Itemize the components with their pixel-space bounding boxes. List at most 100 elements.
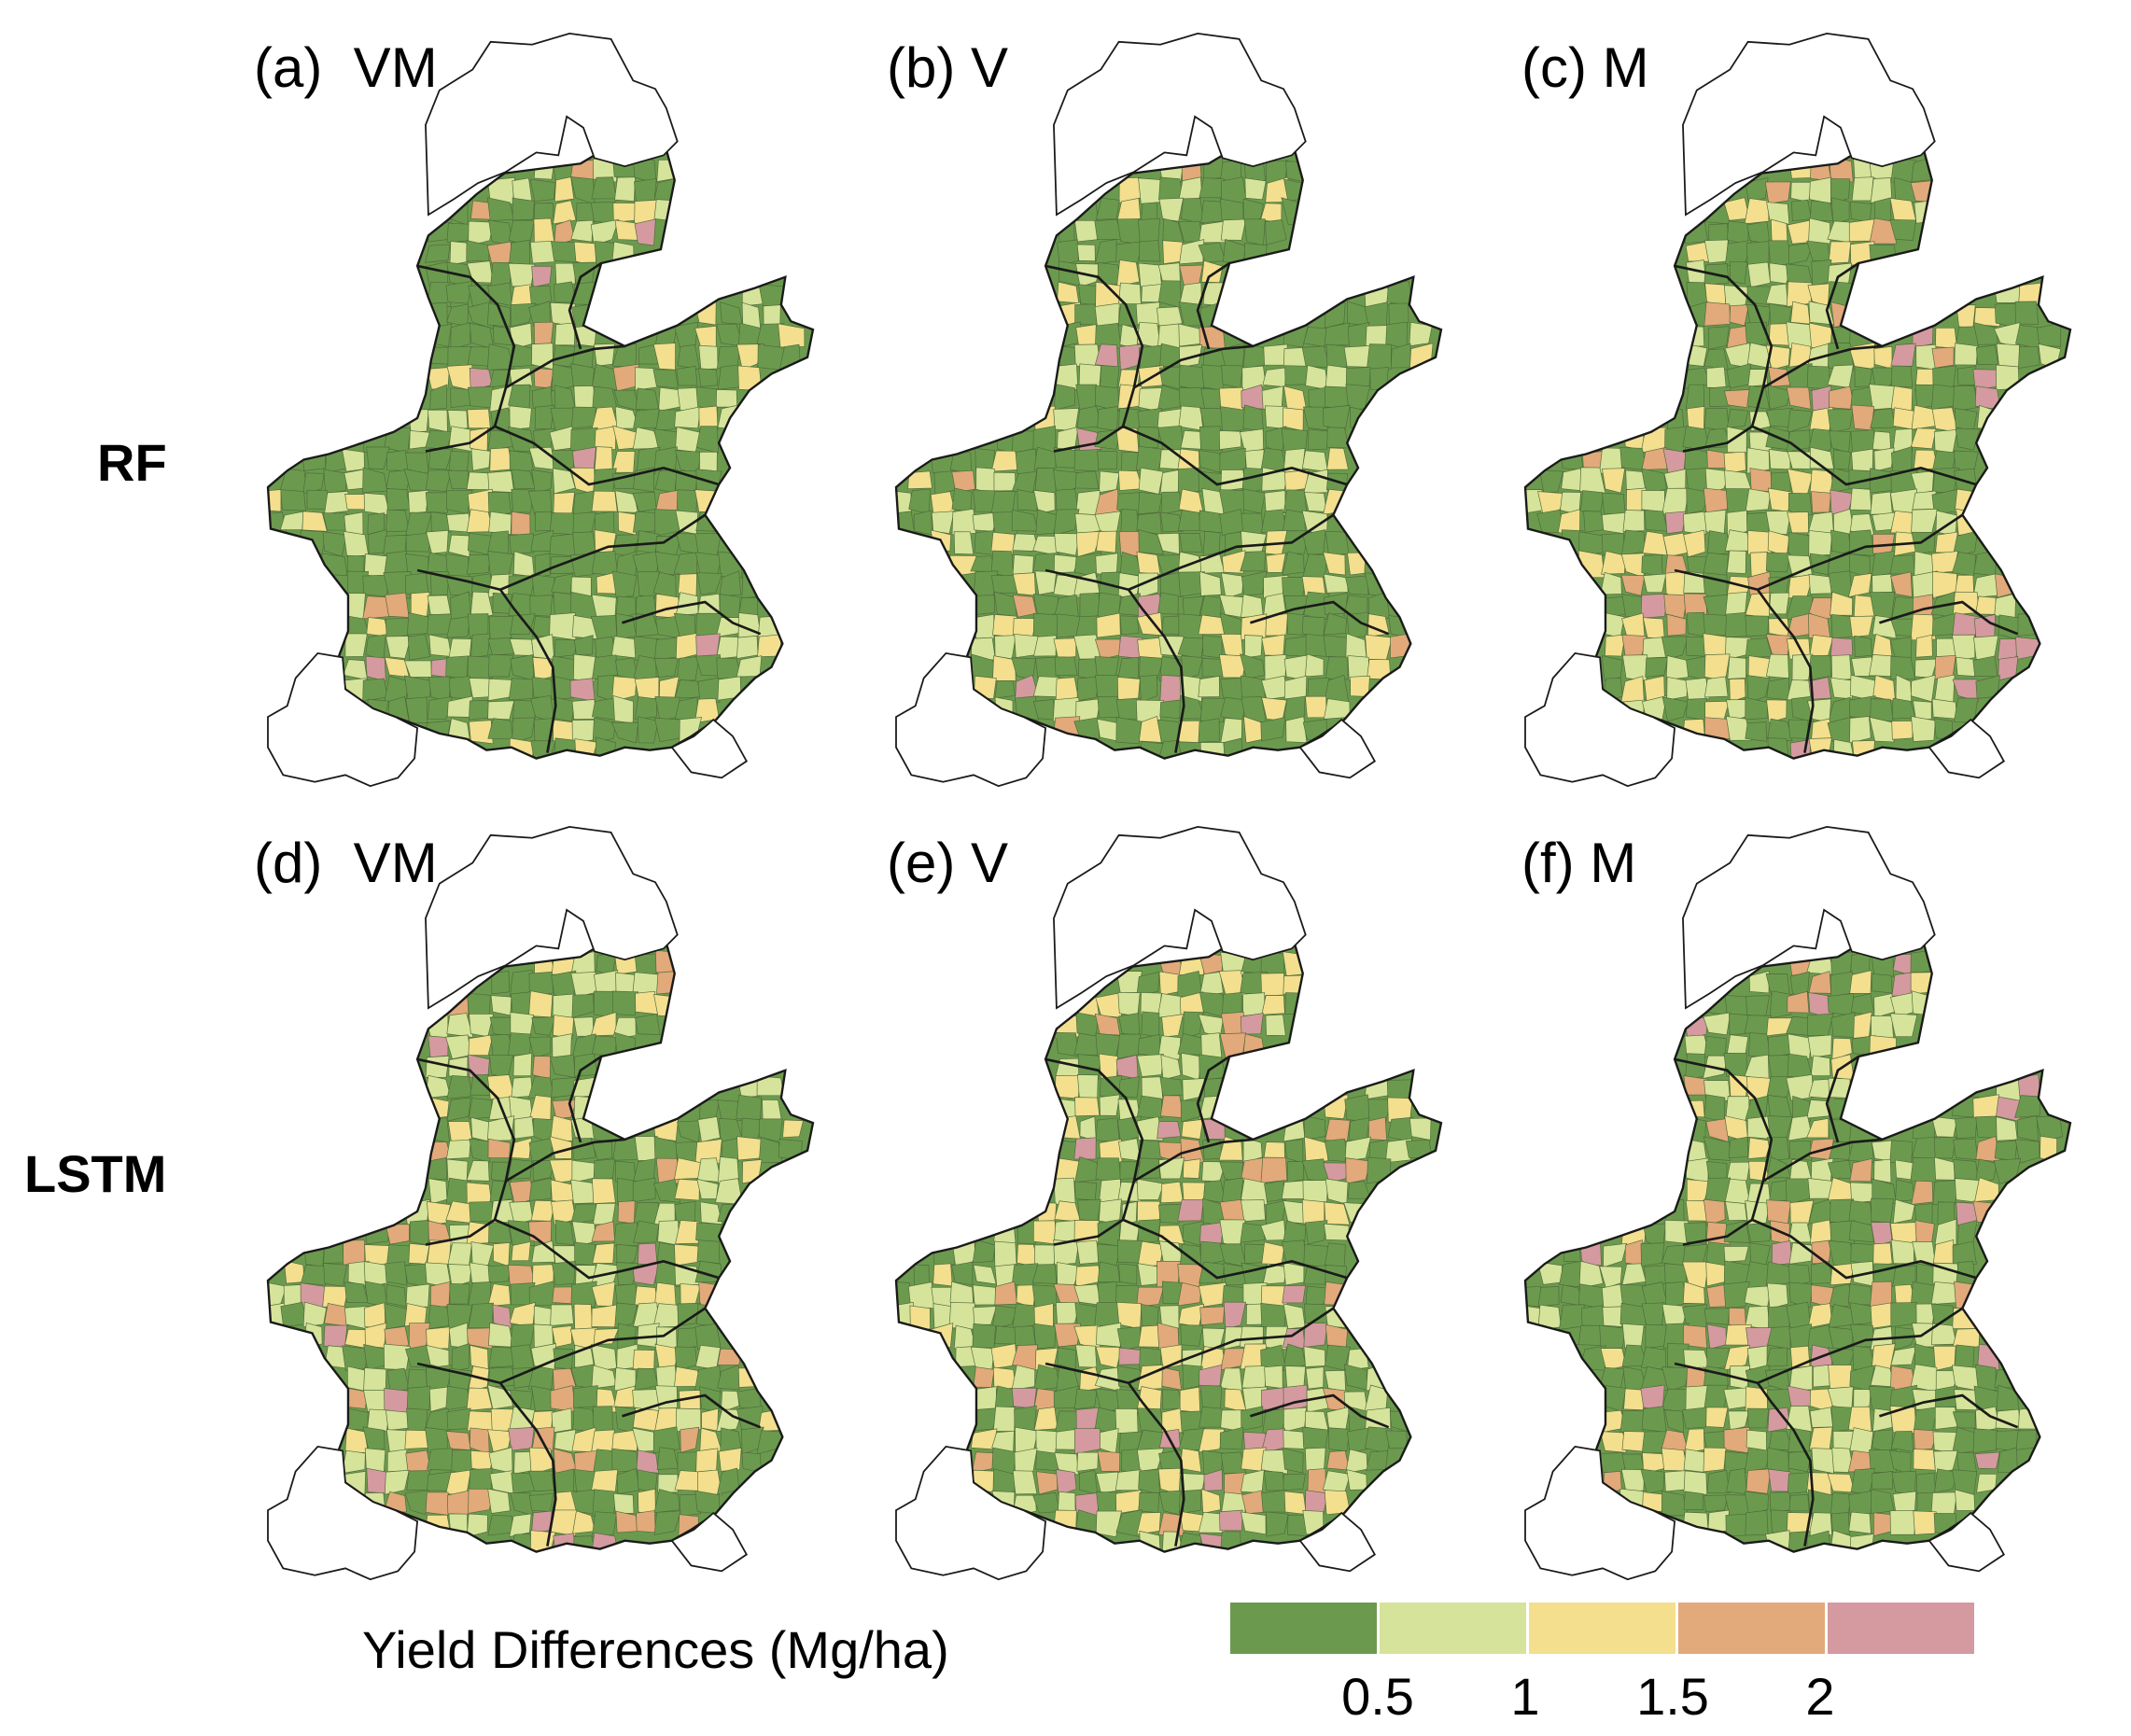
county-cell: [268, 489, 282, 512]
province-border: [499, 513, 707, 591]
county-cell: [1910, 1157, 1939, 1183]
county-cell: [1915, 1472, 1936, 1495]
county-cell: [1664, 511, 1687, 535]
county-cell: [1034, 656, 1060, 679]
county-cell: [446, 1304, 473, 1330]
county-cell: [1747, 530, 1772, 555]
county-cell: [1704, 468, 1731, 496]
county-cell: [1074, 1181, 1098, 1201]
county-cell: [1604, 612, 1625, 639]
county-cell: [1910, 949, 1938, 973]
county-cell: [1830, 197, 1850, 224]
county-cell: [614, 176, 636, 202]
county-cell: [656, 970, 680, 995]
county-cell: [1601, 511, 1627, 535]
county-cell: [1870, 177, 1892, 204]
county-cell: [553, 491, 575, 516]
county-cell: [531, 1510, 553, 1533]
county-cell: [489, 1180, 513, 1205]
province-border: [1044, 1362, 1185, 1547]
county-cell: [1033, 1323, 1057, 1350]
county-cell: [1160, 1054, 1182, 1081]
county-cell: [717, 1365, 740, 1391]
county-cell: [1786, 1405, 1813, 1433]
province-border: [1133, 1138, 1254, 1183]
county-cell: [1033, 489, 1056, 514]
county-cell: [425, 492, 449, 513]
county-cell: [470, 448, 491, 471]
map-panel-c: [1477, 28, 2116, 803]
county-cell: [1806, 1117, 1830, 1139]
county-cell: [550, 1304, 574, 1326]
county-cell: [1261, 1490, 1289, 1513]
province-border: [1122, 425, 1348, 486]
county-cell: [366, 446, 390, 469]
county-cell: [1242, 488, 1266, 514]
province-border: [1825, 261, 1859, 350]
north-outline-area: [1682, 826, 1936, 1010]
county-cell: [1664, 1470, 1688, 1492]
county-cell: [1643, 573, 1667, 594]
county-cell: [1889, 1510, 1917, 1535]
county-cell: [1345, 575, 1369, 595]
county-cell: [533, 368, 554, 389]
county-cell: [1014, 1448, 1038, 1474]
county-cell: [1284, 365, 1310, 386]
county-cell: [324, 1303, 349, 1327]
county-cell: [1015, 695, 1040, 721]
county-cell: [1159, 674, 1184, 703]
county-cell: [1367, 1156, 1392, 1184]
county-cell: [994, 1325, 1016, 1345]
panel-label-e: (e) V: [887, 832, 1009, 894]
county-cell: [1930, 1281, 1957, 1305]
county-cell: [1602, 468, 1626, 494]
county-cell: [531, 1016, 556, 1036]
county-cell: [1303, 1346, 1326, 1367]
county-cell: [1180, 1410, 1206, 1435]
county-cell: [511, 1076, 533, 1099]
county-cell: [1115, 1490, 1143, 1515]
county-cell: [591, 1304, 619, 1328]
county-cell: [404, 1490, 429, 1515]
county-cell: [1934, 1468, 1958, 1493]
county-cell: [323, 469, 348, 495]
province-border: [416, 1362, 557, 1547]
county-cell: [698, 344, 719, 371]
county-cell: [932, 1263, 953, 1287]
county-cell: [1703, 1447, 1727, 1473]
county-cell: [1244, 177, 1267, 201]
county-cell: [1641, 468, 1667, 494]
county-cell: [741, 1159, 763, 1184]
county-cell: [1852, 740, 1875, 759]
county-cell: [737, 365, 763, 391]
county-cell: [1074, 1302, 1099, 1327]
county-cell: [1241, 1199, 1266, 1222]
county-cell: [1952, 634, 1976, 662]
county-cell: [404, 675, 432, 700]
county-cell: [1975, 344, 1998, 365]
county-cell: [386, 488, 411, 511]
county-cell: [1328, 1427, 1351, 1452]
county-cell: [554, 1219, 575, 1246]
legend-tick: 1: [1510, 1667, 1540, 1726]
county-cell: [1563, 1243, 1581, 1263]
province-border: [494, 425, 720, 486]
county-cell: [1746, 675, 1771, 703]
county-cell: [1283, 1262, 1305, 1286]
county-cell: [1324, 1223, 1350, 1241]
county-cell: [1079, 1469, 1099, 1495]
county-cell: [1199, 177, 1226, 199]
county-cell: [1813, 1364, 1830, 1388]
county-cell: [531, 265, 553, 287]
county-cell: [1808, 1512, 1833, 1536]
county-cell: [1827, 993, 1856, 1016]
county-cell: [658, 386, 681, 412]
county-cell: [1367, 1116, 1387, 1141]
county-cell: [1995, 1408, 2021, 1430]
county-cell: [1159, 1095, 1185, 1119]
county-cell: [1975, 1115, 1998, 1139]
county-cell: [550, 1114, 573, 1143]
county-cell: [699, 451, 718, 473]
county-cell: [1302, 1180, 1329, 1202]
county-cell: [1828, 1326, 1854, 1351]
